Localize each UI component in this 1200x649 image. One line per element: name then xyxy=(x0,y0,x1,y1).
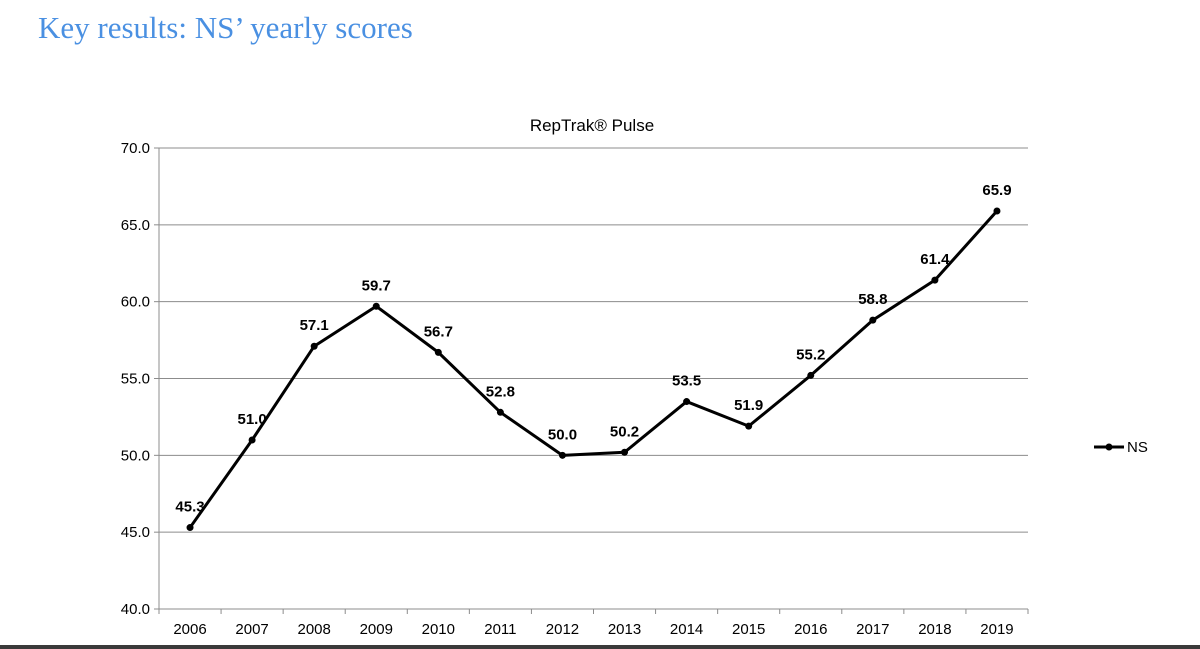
x-tick-label: 2009 xyxy=(360,621,393,638)
data-label: 61.4 xyxy=(920,251,950,268)
data-point xyxy=(310,342,318,350)
y-tick-label: 65.0 xyxy=(121,217,150,234)
x-tick-label: 2019 xyxy=(980,621,1013,638)
series-ns: 45.3 51.0 57.1 59.7 56.7 52.8 50.0 50.2 53.5 51.9… xyxy=(175,182,1012,532)
y-tick-label: 55.0 xyxy=(121,371,150,388)
data-label: 50.2 xyxy=(610,423,639,440)
x-tick-label: 2015 xyxy=(732,621,765,638)
page-title: Key results: NS’ yearly scores xyxy=(38,10,413,45)
x-tick-label: 2017 xyxy=(856,621,889,638)
legend-label: NS xyxy=(1127,439,1148,456)
y-tick-label: 70.0 xyxy=(121,140,150,157)
x-tick-label: 2018 xyxy=(918,621,951,638)
data-label: 45.3 xyxy=(175,499,204,516)
legend: NS xyxy=(1094,439,1148,456)
data-label: 51.0 xyxy=(238,411,267,428)
x-tick-label: 2011 xyxy=(484,621,516,638)
data-label: 59.7 xyxy=(362,277,391,294)
x-tick-label: 2014 xyxy=(670,621,703,638)
bottom-border xyxy=(0,645,1200,649)
x-tick-label: 2013 xyxy=(608,621,641,638)
data-point xyxy=(186,524,194,532)
x-axis: 2006 2007 2008 2009 2010 2011 2012 2013 2014 2015… xyxy=(158,608,1029,638)
x-tick-label: 2012 xyxy=(546,621,579,638)
data-point xyxy=(683,398,691,406)
data-label: 53.5 xyxy=(672,373,701,390)
data-point xyxy=(248,436,256,444)
gridlines xyxy=(159,147,1028,533)
data-point xyxy=(434,348,442,356)
data-point xyxy=(745,422,753,430)
x-tick-label: 2016 xyxy=(794,621,827,638)
data-point xyxy=(496,408,504,416)
y-tick-label: 45.0 xyxy=(121,524,150,541)
data-label: 52.8 xyxy=(486,383,515,400)
y-tick-label: 40.0 xyxy=(121,601,150,618)
x-tick-label: 2006 xyxy=(173,621,206,638)
series-line xyxy=(188,210,999,529)
x-tick-label: 2008 xyxy=(297,621,330,638)
chart-title: RepTrak® Pulse xyxy=(530,116,654,135)
data-label: 65.9 xyxy=(982,182,1011,199)
data-point xyxy=(558,451,566,459)
y-tick-label: 50.0 xyxy=(121,447,150,464)
x-tick-label: 2007 xyxy=(235,621,268,638)
x-tick-label: 2010 xyxy=(422,621,455,638)
data-point xyxy=(931,276,939,284)
y-tick-label: 60.0 xyxy=(121,294,150,311)
data-label: 56.7 xyxy=(424,323,453,340)
y-axis: 40.0 45.0 50.0 55.0 60.0 65.0 70.0 xyxy=(121,140,160,618)
data-point xyxy=(372,302,380,310)
data-point xyxy=(869,316,877,324)
legend-marker xyxy=(1105,443,1113,451)
data-label: 55.2 xyxy=(796,346,825,363)
data-label: 57.1 xyxy=(300,317,329,334)
data-point xyxy=(993,207,1001,215)
data-point xyxy=(807,371,815,379)
data-label: 51.9 xyxy=(734,397,763,414)
data-point xyxy=(621,448,629,456)
data-label: 58.8 xyxy=(858,291,887,308)
data-label: 50.0 xyxy=(548,426,577,443)
